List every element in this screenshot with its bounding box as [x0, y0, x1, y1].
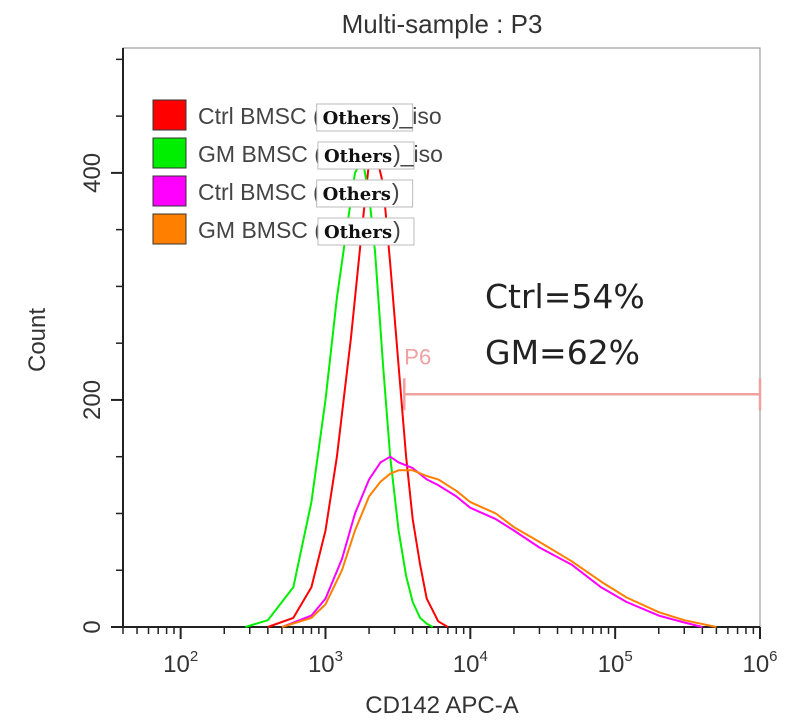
annotation-text: GM=62% — [485, 333, 640, 372]
y-tick-label: 200 — [79, 380, 106, 420]
legend-item: GM BMSC (Others)_iso — [152, 137, 443, 170]
gate-label: P6 — [404, 344, 431, 369]
legend-label: GM BMSC ( — [198, 141, 322, 167]
legend-swatch — [152, 99, 187, 131]
legend-swatch — [152, 175, 187, 207]
legend-label-box — [316, 179, 414, 208]
legend-item: GM BMSC (Others) — [152, 213, 415, 246]
legend-label-box — [317, 217, 415, 246]
chart-title: Multi-sample : P3 — [342, 9, 543, 39]
legend-suffix: ) — [392, 179, 400, 205]
legend-boxed-label: Others — [324, 222, 392, 243]
legend-suffix: )_iso — [393, 141, 443, 167]
x-tick-label: 104 — [453, 648, 488, 678]
legend-boxed-label: Others — [324, 146, 392, 167]
legend-swatch — [152, 213, 187, 245]
legend-swatch — [152, 137, 187, 169]
x-tick-label: 106 — [742, 648, 777, 678]
legend-label: Ctrl BMSC ( — [198, 103, 321, 129]
legend-item: Ctrl BMSC (Others) — [152, 175, 414, 208]
legend-boxed-label: Others — [323, 184, 391, 205]
x-tick-label: 105 — [598, 648, 633, 678]
legend-item: Ctrl BMSC (Others)_iso — [152, 99, 442, 132]
legend-suffix: ) — [393, 217, 401, 243]
series-line — [281, 455, 703, 628]
y-axis-label: Count — [24, 308, 51, 372]
x-tick-label: 102 — [163, 648, 198, 678]
annotation-text: Ctrl=54% — [485, 277, 645, 316]
legend-label: GM BMSC ( — [198, 217, 322, 243]
legend-boxed-label: Others — [323, 108, 391, 129]
legend-label-box — [317, 141, 415, 170]
legend-label: Ctrl BMSC ( — [198, 179, 321, 205]
x-axis-label: CD142 APC-A — [365, 692, 518, 719]
x-tick-label: 103 — [308, 648, 343, 678]
legend-label-box — [316, 103, 414, 132]
legend-suffix: )_iso — [392, 103, 442, 129]
y-tick-label: 400 — [79, 153, 106, 193]
plot-frame — [122, 47, 761, 628]
y-tick-label: 0 — [79, 620, 106, 633]
series-line — [281, 469, 717, 628]
plot-area: 102 103 104 105 106 0 200 400 P6 Ctrl=54% GM=62% Ct… — [79, 47, 778, 678]
